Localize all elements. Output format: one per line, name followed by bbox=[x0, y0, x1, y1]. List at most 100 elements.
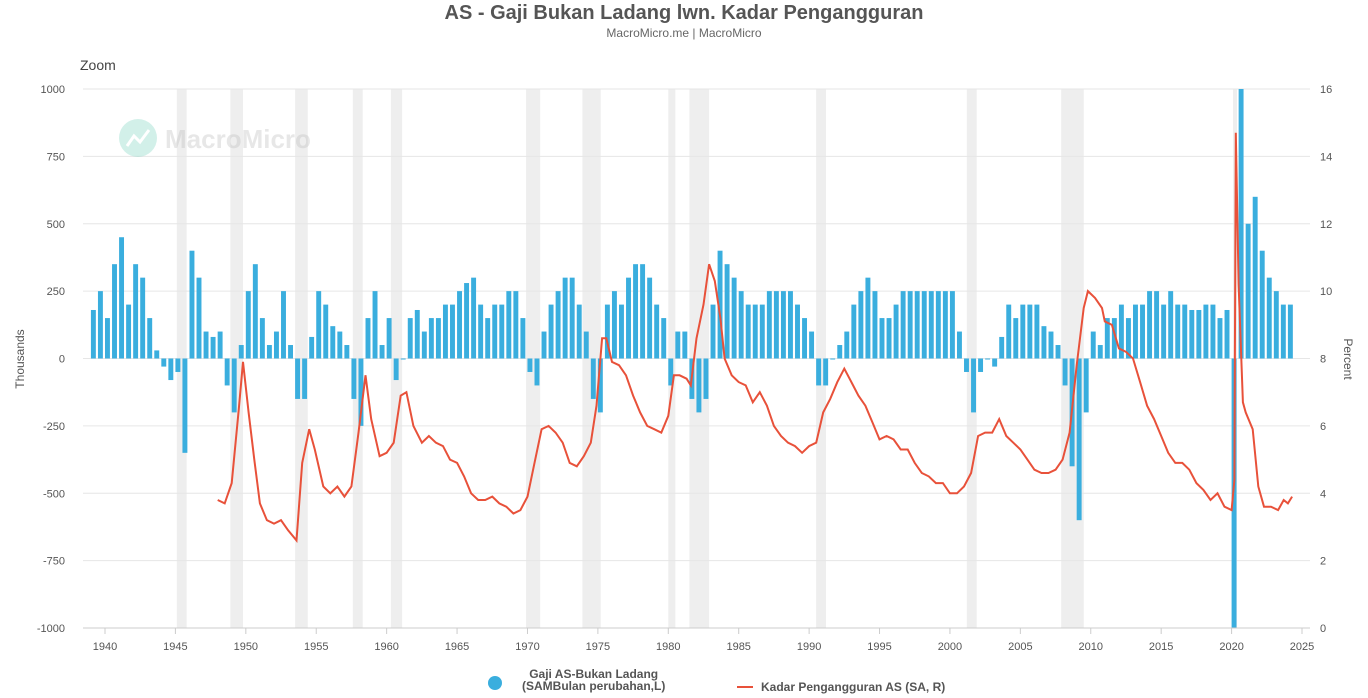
payroll-bar bbox=[1287, 304, 1293, 359]
payroll-bar bbox=[1189, 309, 1195, 359]
payroll-bar bbox=[407, 318, 413, 359]
payroll-bar bbox=[295, 358, 301, 399]
x-tick-label: 1980 bbox=[656, 641, 680, 653]
payroll-bar bbox=[450, 304, 455, 359]
payroll-bar bbox=[1266, 277, 1272, 359]
payroll-bar bbox=[534, 358, 540, 386]
payroll-bar bbox=[238, 345, 244, 359]
legend-dot-icon bbox=[488, 676, 502, 690]
payroll-bar bbox=[809, 331, 815, 359]
payroll-bar bbox=[464, 283, 470, 359]
unemployment-line bbox=[217, 132, 1293, 543]
payroll-bar bbox=[992, 358, 998, 367]
payroll-bar bbox=[928, 291, 934, 359]
payroll-bar bbox=[520, 318, 526, 359]
payroll-bar bbox=[527, 358, 533, 372]
x-tick-label: 1975 bbox=[586, 641, 610, 653]
x-tick-label: 2005 bbox=[1008, 641, 1032, 653]
payroll-bar bbox=[830, 358, 836, 360]
payroll-bar bbox=[745, 304, 751, 359]
payroll-bar bbox=[231, 358, 237, 413]
payroll-bar bbox=[133, 264, 139, 359]
legend-label-line1: Gaji AS-Bukan Ladang bbox=[529, 667, 659, 681]
payroll-bar bbox=[1062, 358, 1068, 386]
payroll-bar bbox=[865, 277, 871, 359]
payroll-bar bbox=[140, 277, 146, 359]
payroll-bar bbox=[1083, 358, 1089, 413]
x-tick-label: 2020 bbox=[1219, 641, 1243, 653]
payroll-bar bbox=[1055, 345, 1061, 359]
x-tick-label: 1940 bbox=[93, 641, 117, 653]
zoom-label[interactable]: Zoom bbox=[80, 57, 116, 73]
payroll-bar bbox=[703, 358, 709, 399]
payroll-bar bbox=[435, 318, 441, 359]
payroll-bar bbox=[372, 291, 378, 359]
payroll-bar bbox=[147, 318, 153, 359]
payroll-bar bbox=[161, 358, 167, 367]
payroll-bar bbox=[921, 291, 927, 359]
payroll-bar bbox=[907, 291, 913, 359]
payroll-bar bbox=[640, 264, 646, 359]
payroll-bar bbox=[428, 318, 434, 359]
payroll-bar bbox=[400, 358, 406, 360]
payroll-bar bbox=[1006, 304, 1012, 359]
payroll-bar bbox=[717, 250, 723, 359]
payroll-bar bbox=[682, 331, 688, 359]
payroll-bar bbox=[457, 291, 462, 359]
chart-subtitle: MacroMicro.me | MacroMicro bbox=[606, 26, 762, 40]
payroll-bar bbox=[759, 304, 765, 359]
payroll-bar bbox=[379, 345, 385, 359]
payroll-bar bbox=[175, 358, 181, 372]
left-tick-label: 0 bbox=[59, 354, 65, 366]
payroll-bar bbox=[654, 304, 660, 359]
right-tick-label: 14 bbox=[1320, 151, 1332, 163]
payroll-bar bbox=[105, 318, 110, 359]
payroll-bar bbox=[583, 331, 589, 359]
legend-line-icon bbox=[737, 686, 753, 688]
payroll-bar bbox=[823, 358, 829, 386]
payroll-bar bbox=[1196, 309, 1202, 359]
payroll-bar bbox=[766, 291, 772, 359]
watermark-text: MacroMicro bbox=[165, 124, 311, 154]
payroll-bar bbox=[576, 304, 582, 359]
payroll-bar bbox=[780, 291, 786, 359]
right-tick-label: 4 bbox=[1320, 488, 1326, 500]
left-tick-label: -1000 bbox=[37, 623, 65, 635]
payroll-bar bbox=[252, 264, 258, 359]
payroll-bar bbox=[710, 304, 716, 359]
x-tick-label: 2000 bbox=[938, 641, 962, 653]
payroll-bar bbox=[604, 304, 610, 359]
payroll-bar bbox=[844, 331, 850, 359]
payroll-bar bbox=[126, 304, 132, 359]
x-tick-label: 1985 bbox=[726, 641, 750, 653]
payroll-bar bbox=[1111, 318, 1117, 359]
legend-label: Kadar Pengangguran AS (SA, R) bbox=[761, 680, 946, 694]
payroll-bar bbox=[942, 291, 948, 359]
payroll-bar bbox=[696, 358, 702, 413]
payroll-bar bbox=[309, 336, 315, 359]
payroll-bar bbox=[1224, 309, 1230, 359]
payroll-bar bbox=[893, 304, 899, 359]
payroll-bar bbox=[1280, 304, 1286, 359]
payroll-bar bbox=[661, 318, 667, 359]
x-tick-label: 2025 bbox=[1290, 641, 1314, 653]
x-tick-label: 2015 bbox=[1149, 641, 1173, 653]
left-tick-label: -750 bbox=[43, 556, 65, 568]
payroll-bar bbox=[858, 291, 864, 359]
payroll-bar bbox=[1048, 331, 1054, 359]
payroll-bar bbox=[668, 358, 674, 386]
payroll-bar bbox=[97, 291, 103, 359]
payroll-bar bbox=[1217, 318, 1223, 359]
right-tick-label: 0 bbox=[1320, 623, 1326, 635]
payroll-bar bbox=[548, 304, 554, 359]
payroll-bar bbox=[259, 318, 265, 359]
payroll-bar bbox=[499, 304, 505, 359]
payroll-bar bbox=[168, 358, 174, 381]
right-tick-label: 10 bbox=[1320, 286, 1332, 298]
payroll-bar bbox=[795, 304, 800, 359]
payroll-bar bbox=[935, 291, 941, 359]
payroll-bar bbox=[569, 277, 575, 359]
payroll-bar bbox=[956, 331, 962, 359]
left-tick-label: -250 bbox=[43, 421, 65, 433]
x-tick-label: 2010 bbox=[1079, 641, 1103, 653]
